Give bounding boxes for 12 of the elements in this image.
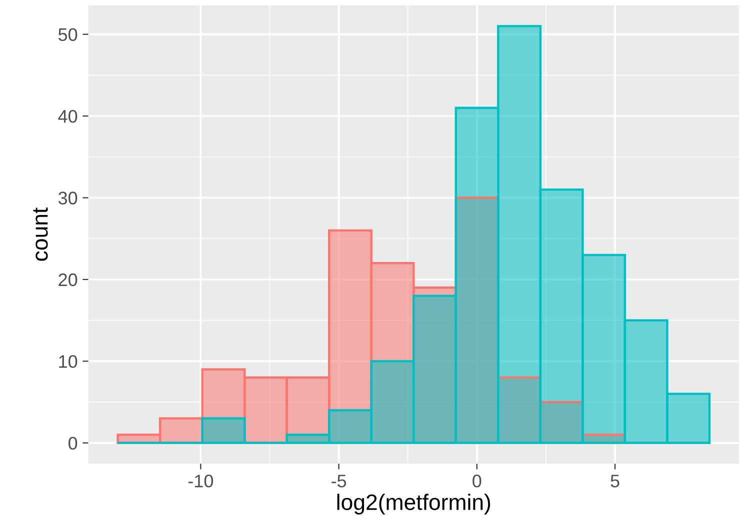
x-tick-label: 5 [610,474,620,488]
x-tick-label: 0 [472,474,482,488]
x-tick-label: -5 [332,474,346,488]
y-tick-label: 10 [59,355,78,368]
x-axis-title: log2(metformin) [337,494,490,514]
y-tick-label: 40 [58,110,78,123]
y-tick-label: 0 [68,436,78,450]
y-tick-label: 30 [58,192,78,204]
y-tick-label: 50 [58,28,78,42]
y-axis-title: count [33,208,48,261]
y-tick-label: 20 [58,273,78,286]
x-tick-label: -10 [188,474,214,488]
